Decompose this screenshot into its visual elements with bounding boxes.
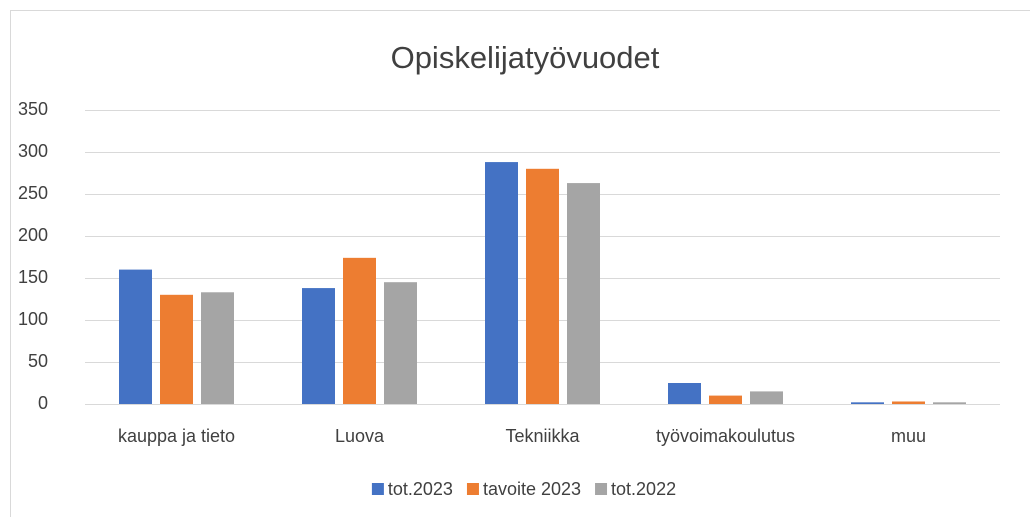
y-tick-label: 200 [18, 225, 48, 245]
y-tick-label: 250 [18, 183, 48, 203]
bar [526, 168, 559, 404]
y-tick-label: 0 [38, 393, 48, 413]
y-tick-label: 350 [18, 99, 48, 119]
y-tick-label: 300 [18, 141, 48, 161]
legend-label: tavoite 2023 [483, 479, 581, 499]
bar [201, 292, 234, 404]
bar [892, 401, 925, 404]
x-tick-label: työvoimakoulutus [656, 426, 795, 446]
bar [567, 183, 600, 404]
bar [750, 391, 783, 404]
bar [160, 294, 193, 404]
x-tick-label: Tekniikka [505, 426, 580, 446]
y-tick-label: 150 [18, 267, 48, 287]
x-tick-label: kauppa ja tieto [118, 426, 235, 446]
bar [709, 395, 742, 404]
bar [343, 257, 376, 404]
bar [119, 269, 152, 404]
x-tick-label: Luova [335, 426, 385, 446]
legend-swatch [466, 483, 479, 495]
bar [668, 383, 701, 404]
bar [302, 288, 335, 404]
x-tick-label: muu [891, 426, 926, 446]
y-tick-label: 50 [28, 351, 48, 371]
bar [485, 162, 518, 404]
bar [851, 402, 884, 404]
chart-title: Opiskelijatyövuodet [391, 40, 660, 75]
y-tick-label: 100 [18, 309, 48, 329]
legend-label: tot.2022 [611, 479, 676, 499]
bar [384, 282, 417, 404]
legend-label: tot.2023 [388, 479, 453, 499]
chart-border [10, 10, 1030, 517]
bar [933, 402, 966, 404]
legend-swatch [595, 483, 608, 495]
legend-swatch [371, 483, 384, 495]
